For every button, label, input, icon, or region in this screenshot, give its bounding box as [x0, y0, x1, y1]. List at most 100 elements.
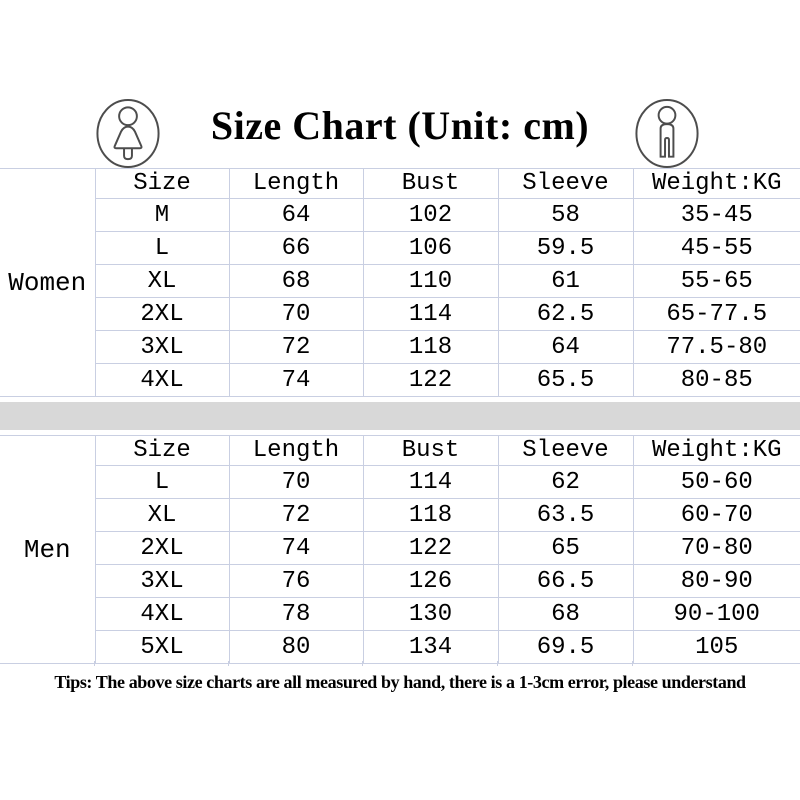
table-row: L 70 114 62 50-60 [0, 465, 800, 499]
page-title: Size Chart (Unit: cm) [210, 103, 590, 148]
table-cell: 45-55 [632, 231, 800, 265]
table-cell: 77.5-80 [632, 330, 800, 364]
men-size-table: Men Size Length Bust Sleeve Weight:KG L 70 114 62… [0, 435, 800, 664]
table-cell: 74 [228, 363, 364, 397]
table-cell: L [94, 231, 230, 265]
column-header: Weight:KG [632, 168, 800, 199]
table-cell: 65 [497, 531, 634, 565]
table-cell: 4XL [94, 597, 230, 631]
table-row: 2XL 70 114 62.5 65-77.5 [0, 297, 800, 331]
column-header: Weight:KG [632, 435, 800, 466]
table-cell: 69.5 [497, 630, 634, 664]
table-cell: 62.5 [497, 297, 634, 331]
table-cell: M [94, 198, 230, 232]
grid-stub [228, 661, 229, 666]
table-cell: 74 [228, 531, 364, 565]
table-cell: 80-90 [632, 564, 800, 598]
women-section-label: Women [0, 168, 96, 397]
table-row: 3XL 76 126 66.5 80-90 [0, 564, 800, 598]
table-cell: 114 [362, 465, 499, 499]
table-cell: 58 [497, 198, 634, 232]
grid-stub [94, 661, 95, 666]
grid-stub [362, 661, 363, 666]
table-cell: 63.5 [497, 498, 634, 532]
header-row: Men Size Length Bust Sleeve Weight:KG [0, 435, 800, 664]
table-cell: 2XL [94, 531, 230, 565]
men-section-label: Men [0, 435, 96, 664]
women-size-table: Women Size Length Bust Sleeve Weight:KG M 64 102… [0, 168, 800, 397]
table-cell: 70 [228, 465, 364, 499]
table-cell: 80-85 [632, 363, 800, 397]
table-cell: 5XL [94, 630, 230, 664]
table-row: XL 72 118 63.5 60-70 [0, 498, 800, 532]
table-cell: 50-60 [632, 465, 800, 499]
table-cell: 66 [228, 231, 364, 265]
male-icon [634, 98, 700, 169]
table-row: M 64 102 58 35-45 [0, 198, 800, 232]
table-cell: 62 [497, 465, 634, 499]
table-cell: 126 [362, 564, 499, 598]
grid-stub [632, 661, 633, 666]
tips-note: Tips: The above size charts are all meas… [54, 672, 746, 692]
column-header: Sleeve [497, 168, 634, 199]
table-cell: 118 [362, 498, 499, 532]
table-cell: 61 [497, 264, 634, 298]
table-cell: 114 [362, 297, 499, 331]
table-cell: 4XL [94, 363, 230, 397]
table-row: L 66 106 59.5 45-55 [0, 231, 800, 265]
header-row: Women Size Length Bust Sleeve Weight:KG [0, 168, 800, 397]
table-cell: 68 [228, 264, 364, 298]
column-header: Size [94, 168, 230, 199]
table-cell: 76 [228, 564, 364, 598]
table-cell: 65.5 [497, 363, 634, 397]
table-cell: 72 [228, 498, 364, 532]
table-cell: 64 [497, 330, 634, 364]
female-icon [95, 98, 161, 169]
table-cell: XL [94, 498, 230, 532]
table-row: 2XL 74 122 65 70-80 [0, 531, 800, 565]
table-cell: 80 [228, 630, 364, 664]
column-header: Size [94, 435, 230, 466]
column-header: Length [228, 435, 364, 466]
table-row: 4XL 78 130 68 90-100 [0, 597, 800, 631]
table-cell: 122 [362, 363, 499, 397]
table-row: 5XL 80 134 69.5 105 [0, 630, 800, 664]
table-cell: 78 [228, 597, 364, 631]
table-row: 3XL 72 118 64 77.5-80 [0, 330, 800, 364]
table-cell: 70 [228, 297, 364, 331]
table-row: XL 68 110 61 55-65 [0, 264, 800, 298]
table-cell: 3XL [94, 330, 230, 364]
table-cell: 118 [362, 330, 499, 364]
table-cell: 60-70 [632, 498, 800, 532]
table-cell: XL [94, 264, 230, 298]
table-cell: 130 [362, 597, 499, 631]
table-cell: 110 [362, 264, 499, 298]
column-header: Sleeve [497, 435, 634, 466]
table-cell: 72 [228, 330, 364, 364]
table-cell: 2XL [94, 297, 230, 331]
table-cell: 35-45 [632, 198, 800, 232]
table-cell: 105 [632, 630, 800, 664]
table-edge-stubs [0, 661, 800, 667]
table-cell: 65-77.5 [632, 297, 800, 331]
table-cell: 70-80 [632, 531, 800, 565]
table-cell: 106 [362, 231, 499, 265]
column-header: Bust [362, 168, 499, 199]
grid-stub [497, 661, 498, 666]
table-cell: 122 [362, 531, 499, 565]
table-cell: 59.5 [497, 231, 634, 265]
table-row: 4XL 74 122 65.5 80-85 [0, 363, 800, 397]
column-header: Length [228, 168, 364, 199]
table-cell: L [94, 465, 230, 499]
table-cell: 68 [497, 597, 634, 631]
column-header: Bust [362, 435, 499, 466]
table-cell: 64 [228, 198, 364, 232]
table-cell: 55-65 [632, 264, 800, 298]
table-cell: 102 [362, 198, 499, 232]
table-cell: 66.5 [497, 564, 634, 598]
table-cell: 90-100 [632, 597, 800, 631]
section-divider [0, 402, 800, 430]
table-cell: 134 [362, 630, 499, 664]
table-cell: 3XL [94, 564, 230, 598]
